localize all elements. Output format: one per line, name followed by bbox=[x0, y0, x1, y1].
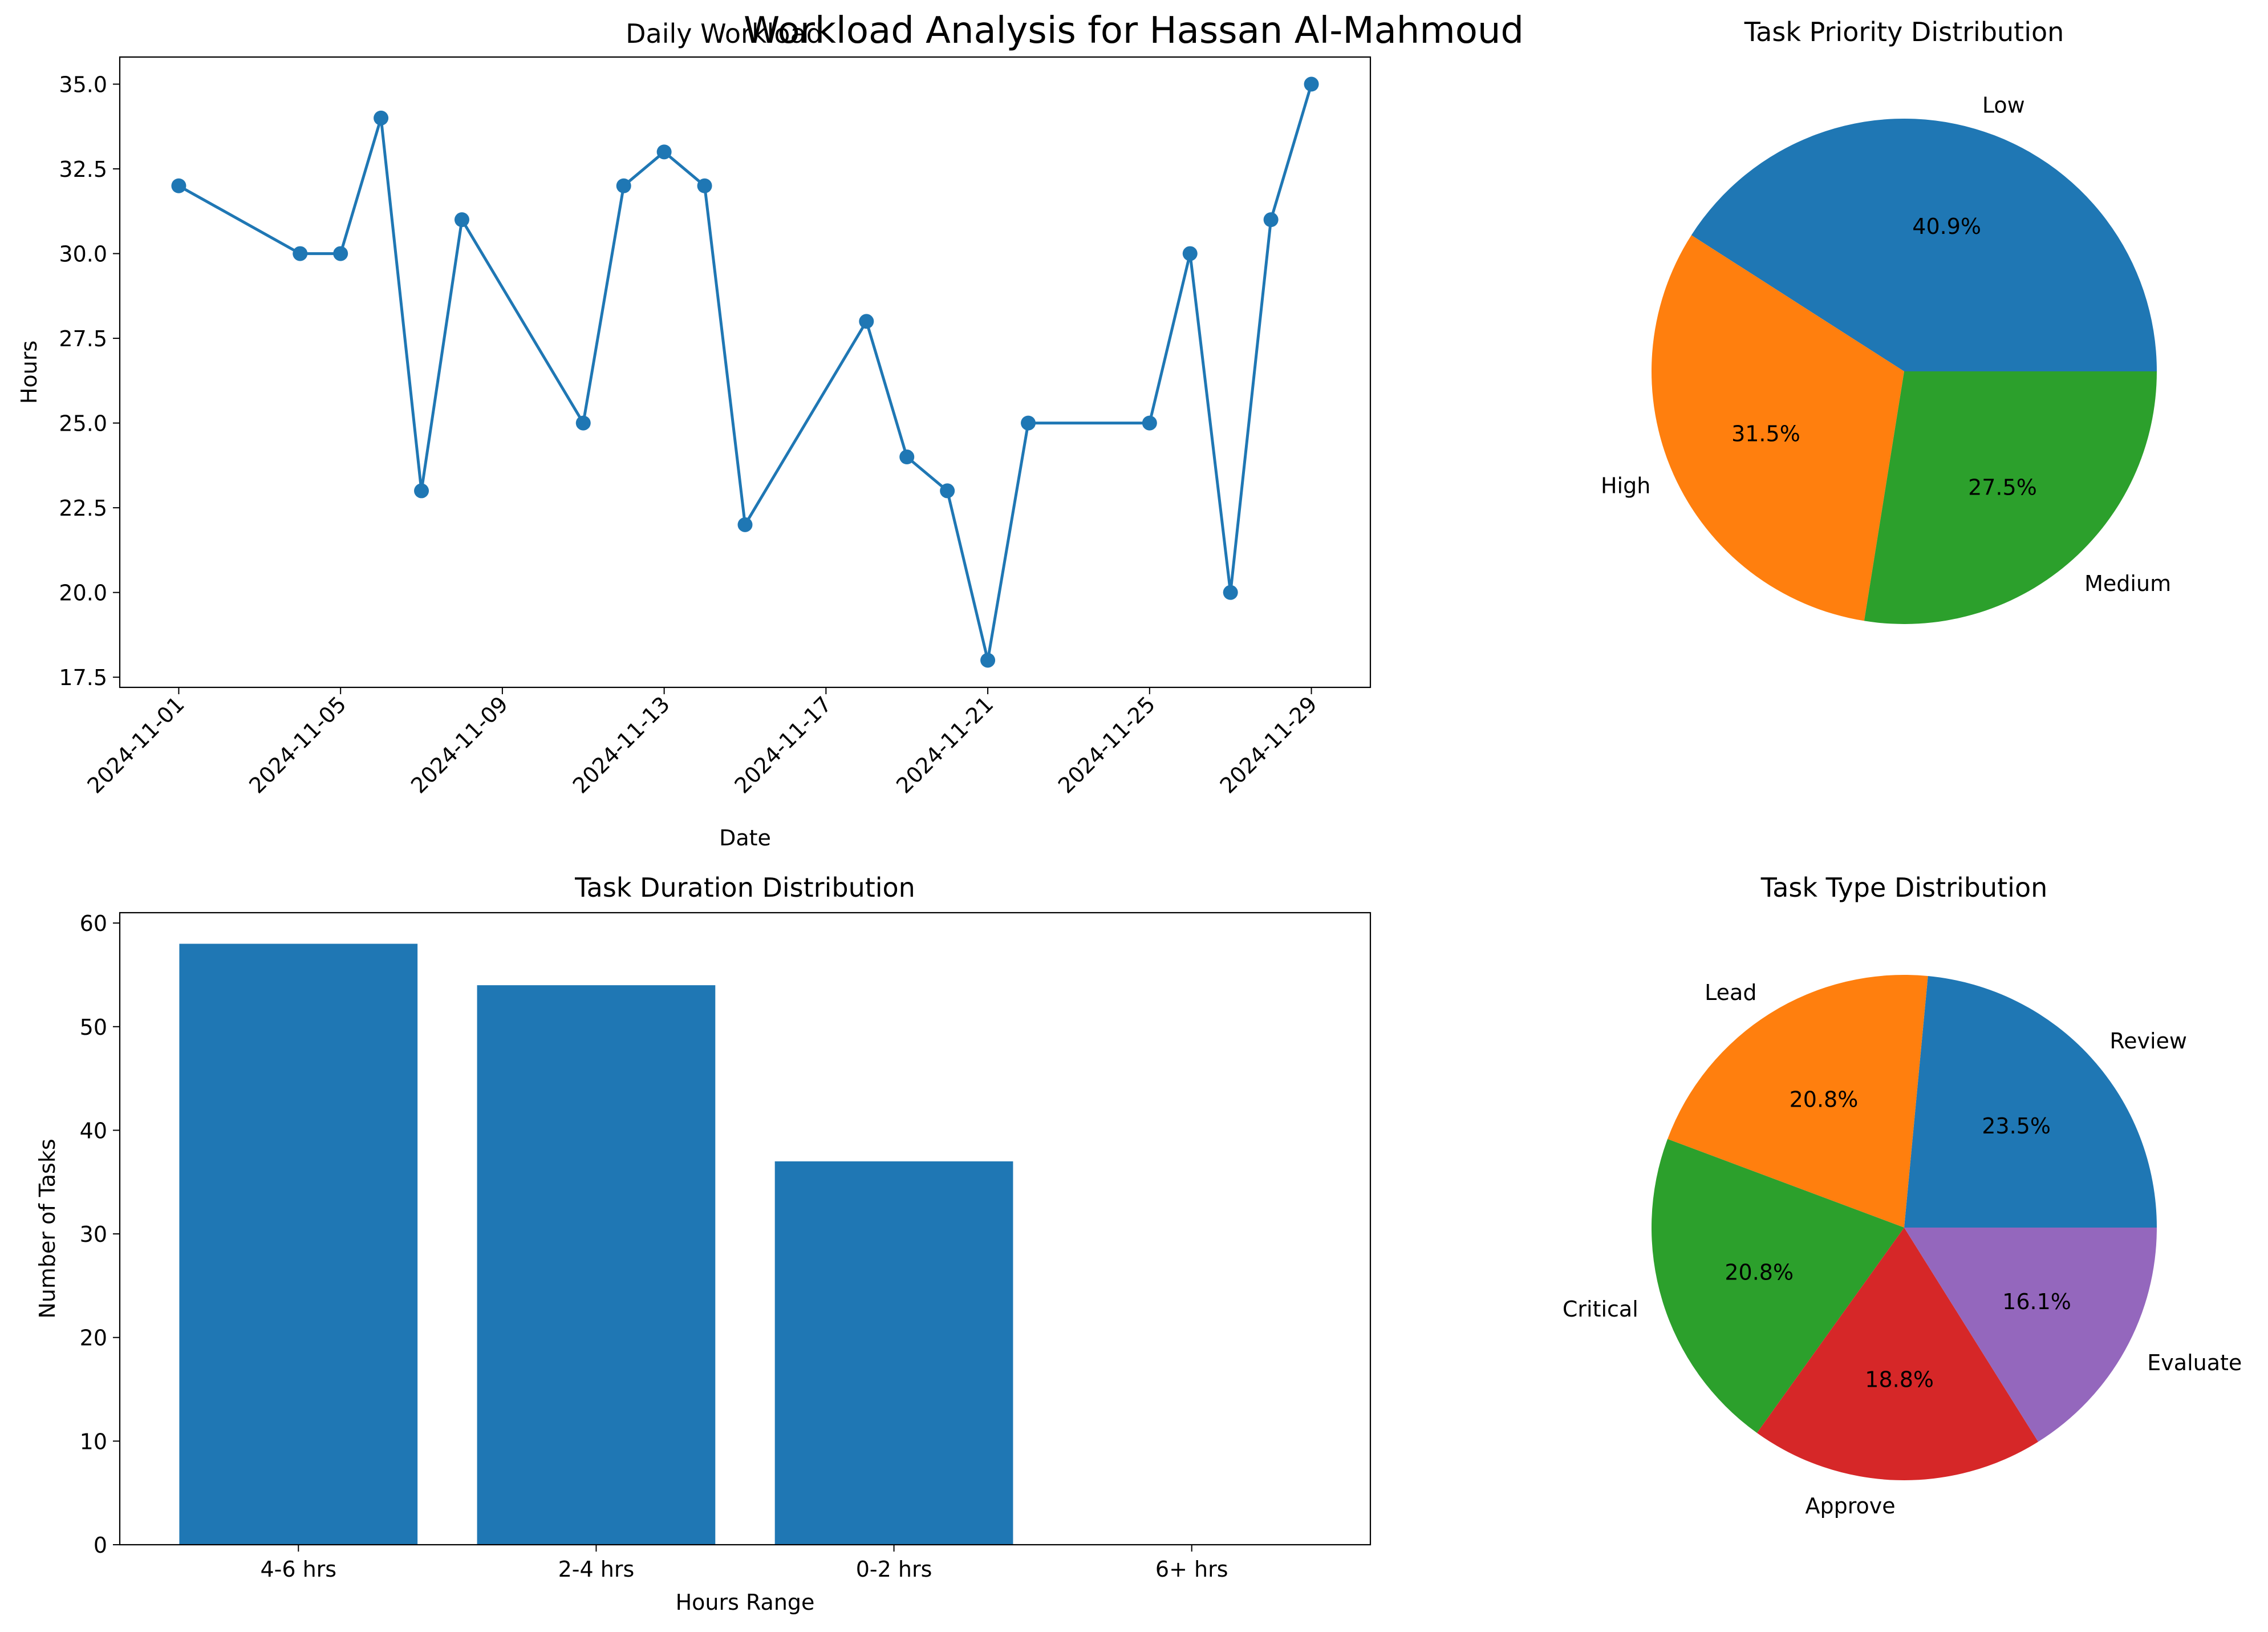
y-tick-label: 60 bbox=[80, 911, 107, 936]
pie-slice bbox=[1652, 1139, 1904, 1433]
data-point bbox=[333, 246, 348, 261]
y-tick-label: 50 bbox=[80, 1015, 107, 1040]
slice-label: Medium bbox=[2084, 571, 2171, 596]
bar bbox=[774, 1161, 1013, 1545]
slice-label: Lead bbox=[1705, 980, 1756, 1005]
x-tick-label: 4-6 hrs bbox=[260, 1557, 336, 1582]
data-point bbox=[980, 653, 996, 668]
x-axis-label: Date bbox=[719, 825, 771, 851]
data-point bbox=[454, 212, 469, 228]
pie-slice bbox=[1864, 371, 2157, 625]
y-tick-label: 35.0 bbox=[59, 72, 107, 98]
daily-workload-axes bbox=[119, 56, 1372, 689]
data-point bbox=[171, 178, 186, 193]
data-point bbox=[859, 314, 874, 329]
bar bbox=[477, 985, 716, 1545]
task-duration-axes bbox=[119, 912, 1372, 1546]
data-point bbox=[940, 483, 955, 499]
y-tick-label: 27.5 bbox=[59, 326, 107, 351]
data-point bbox=[374, 110, 389, 125]
slice-percent-label: 31.5% bbox=[1731, 422, 1800, 447]
chart-title: Daily Workload bbox=[626, 18, 823, 49]
data-point bbox=[1142, 415, 1157, 431]
y-tick-label: 0 bbox=[94, 1533, 107, 1558]
pie-slice bbox=[1904, 975, 2157, 1228]
y-axis-label: Number of Tasks bbox=[35, 1139, 60, 1318]
chart-title: Task Duration Distribution bbox=[574, 872, 915, 903]
data-point bbox=[293, 246, 308, 261]
y-tick-label: 17.5 bbox=[59, 665, 107, 690]
y-tick-label: 10 bbox=[80, 1429, 107, 1454]
y-tick-label: 20.0 bbox=[59, 581, 107, 606]
y-tick-label: 30.0 bbox=[59, 242, 107, 267]
slice-percent-label: 27.5% bbox=[1968, 475, 2037, 500]
data-point bbox=[1182, 246, 1198, 261]
x-tick-label: 6+ hrs bbox=[1155, 1557, 1228, 1582]
chart-title: Task Priority Distribution bbox=[1744, 17, 2064, 47]
slice-label: Evaluate bbox=[2147, 1350, 2242, 1375]
slice-percent-label: 23.5% bbox=[1982, 1113, 2051, 1139]
chart-title: Task Type Distribution bbox=[1760, 872, 2048, 903]
data-point bbox=[1223, 585, 1238, 600]
data-point bbox=[737, 517, 753, 532]
y-tick-label: 25.0 bbox=[59, 411, 107, 436]
data-point bbox=[1021, 415, 1036, 431]
y-tick-label: 20 bbox=[80, 1326, 107, 1351]
y-axis-label: Hours bbox=[17, 341, 42, 404]
data-point bbox=[414, 483, 429, 499]
y-tick-label: 32.5 bbox=[59, 157, 107, 182]
data-point bbox=[656, 144, 672, 160]
slice-percent-label: 18.8% bbox=[1865, 1367, 1934, 1392]
y-tick-label: 40 bbox=[80, 1118, 107, 1143]
bar bbox=[179, 943, 418, 1545]
y-tick-label: 22.5 bbox=[59, 496, 107, 521]
data-point bbox=[1263, 212, 1279, 228]
slice-percent-label: 20.8% bbox=[1725, 1260, 1794, 1285]
data-point bbox=[1304, 76, 1319, 92]
x-tick-label: 0-2 hrs bbox=[856, 1557, 932, 1582]
y-tick-label: 30 bbox=[80, 1222, 107, 1247]
figure-title: Workload Analysis for Hassan Al-Mahmoud bbox=[744, 10, 1524, 52]
task-priority-chart: Low 40.9% High 31.5% Medium 27.5% Task Priorit… bbox=[1601, 17, 2171, 625]
slice-label: Critical bbox=[1563, 1297, 1638, 1322]
pie-slice bbox=[1667, 975, 1928, 1228]
data-point bbox=[616, 178, 631, 193]
data-point bbox=[575, 415, 591, 431]
pie-slice bbox=[1756, 1228, 2039, 1480]
slice-label: Review bbox=[2109, 1028, 2187, 1054]
slice-percent-label: 20.8% bbox=[1790, 1087, 1859, 1112]
slice-label: High bbox=[1601, 473, 1650, 498]
slice-percent-label: 16.1% bbox=[2002, 1289, 2071, 1314]
data-point bbox=[899, 449, 915, 465]
slice-label: Low bbox=[1982, 92, 2025, 118]
pie-slice bbox=[1691, 119, 2157, 371]
pie-slice bbox=[1651, 235, 1904, 621]
task-type-chart: Review 23.5% Lead 20.8% Critical 20.8% Approve… bbox=[1563, 872, 2242, 1518]
pie-slice bbox=[1904, 1228, 2157, 1442]
data-point bbox=[697, 178, 712, 193]
task-duration-chart: 0 10 20 30 40 50 60 4-6 hrs 2-4 hrs 0-2 hrs 6+ hrs… bbox=[35, 872, 1228, 1615]
x-axis-label: Hours Range bbox=[676, 1590, 815, 1615]
slice-label: Approve bbox=[1806, 1493, 1896, 1518]
x-tick-label: 2-4 hrs bbox=[558, 1557, 635, 1582]
slice-percent-label: 40.9% bbox=[1912, 214, 1981, 239]
